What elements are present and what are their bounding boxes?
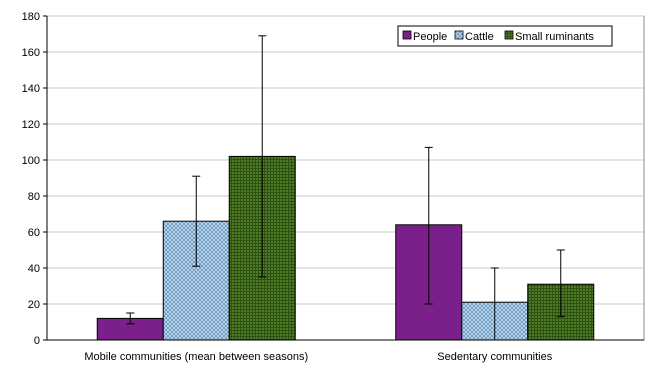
y-tick-label: 160 bbox=[22, 47, 40, 59]
y-axis-ticks: 0 20 40 60 80 100 120 140 160 180 bbox=[22, 11, 47, 347]
y-tick-label: 40 bbox=[28, 263, 40, 275]
legend-label-cattle: Cattle bbox=[465, 31, 494, 43]
legend-label-small-ruminants: Small ruminants bbox=[515, 31, 594, 43]
y-tick-label: 120 bbox=[22, 119, 40, 131]
legend-label-people: People bbox=[413, 31, 447, 43]
legend: People Cattle Small ruminants bbox=[398, 26, 612, 46]
legend-swatch-small-ruminants bbox=[505, 31, 513, 39]
y-tick-label: 60 bbox=[28, 227, 40, 239]
x-category-label: Mobile communities (mean between seasons… bbox=[84, 351, 308, 363]
legend-swatch-cattle bbox=[455, 31, 463, 39]
y-tick-label: 100 bbox=[22, 155, 40, 167]
y-tick-label: 180 bbox=[22, 11, 40, 23]
x-category-label: Sedentary communities bbox=[437, 351, 552, 363]
legend-swatch-people bbox=[403, 31, 411, 39]
y-tick-label: 140 bbox=[22, 83, 40, 95]
y-tick-label: 0 bbox=[34, 335, 40, 347]
y-tick-label: 20 bbox=[28, 299, 40, 311]
y-tick-label: 80 bbox=[28, 191, 40, 203]
category-labels: Mobile communities (mean between seasons… bbox=[84, 351, 552, 363]
